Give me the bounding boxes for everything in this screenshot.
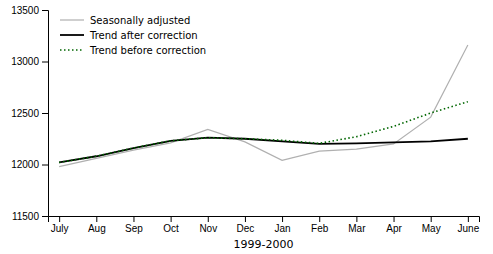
x-tick: Sep	[125, 216, 143, 234]
x-tick-mark	[59, 216, 60, 222]
x-tick-label: Apr	[386, 223, 402, 234]
y-tick-mark	[42, 62, 48, 63]
legend-label: Trend before correction	[89, 45, 206, 56]
x-tick-label: Feb	[311, 223, 329, 234]
y-tick-mark	[42, 216, 48, 217]
series-line	[59, 102, 468, 163]
y-tick-mark	[42, 165, 48, 166]
x-tick-label: July	[51, 223, 69, 234]
legend-label: Trend after correction	[89, 30, 198, 41]
legend: Seasonally adjusted Trend after correctio…	[60, 15, 206, 56]
x-tick-mark	[171, 216, 172, 222]
x-tick: Apr	[386, 216, 402, 234]
x-tick-mark	[208, 216, 209, 222]
x-tick: June	[458, 216, 480, 234]
x-tick-label: June	[458, 223, 480, 234]
legend-entry: Trend before correction	[60, 45, 206, 56]
chart: July Aug Sep Oct Nov Dec Jan Feb Mar Apr May June 11…	[0, 0, 493, 254]
x-tick-label: Dec	[237, 223, 255, 234]
x-tick: Nov	[199, 216, 217, 234]
x-tick-mark	[282, 216, 283, 222]
x-tick-label: Sep	[125, 223, 143, 234]
x-tick: July	[51, 216, 69, 234]
x-axis-title: 1999-2000	[234, 238, 294, 251]
x-tick-mark	[431, 216, 432, 222]
y-tick-label: 11500	[12, 211, 40, 222]
plot: July Aug Sep Oct Nov Dec Jan Feb Mar Apr May June 11…	[11, 5, 479, 234]
y-tick-mark	[42, 113, 48, 114]
legend-entry: Trend after correction	[60, 30, 198, 41]
y-axis-line	[42, 11, 49, 217]
x-tick-label: Mar	[348, 223, 366, 234]
legend-swatch	[60, 19, 84, 20]
x-tick: May	[422, 216, 441, 234]
x-tick: Oct	[163, 216, 179, 234]
x-tick-mark	[245, 216, 246, 222]
lines	[59, 45, 468, 167]
x-tick-mark	[96, 216, 97, 222]
y-tick-label: 13000	[11, 56, 39, 67]
x-tick-label: Nov	[199, 223, 217, 234]
x-tick-label: Aug	[88, 223, 106, 234]
x-axis-line	[49, 217, 480, 223]
x-tick: Mar	[348, 216, 366, 234]
legend-swatch	[60, 34, 84, 36]
x-tick-mark	[468, 216, 469, 222]
y-tick-mark	[42, 10, 48, 11]
y-tick: 13500	[11, 5, 48, 16]
y-tick-label: 12500	[11, 108, 39, 119]
x-tick-mark	[394, 216, 395, 222]
y-tick-label: 12000	[11, 159, 39, 170]
x-tick: Dec	[237, 216, 255, 234]
legend-swatch	[60, 49, 84, 51]
x-tick-label: Oct	[163, 223, 179, 234]
series-line	[59, 45, 468, 167]
x-tick-label: May	[422, 223, 441, 234]
x-tick-mark	[133, 216, 134, 222]
legend-label: Seasonally adjusted	[90, 15, 190, 26]
y-tick: 12500	[11, 108, 48, 119]
x-axis: July Aug Sep Oct Nov Dec Jan Feb Mar Apr May June	[49, 216, 480, 234]
x-tick: Jan	[275, 216, 291, 234]
x-tick: Feb	[311, 216, 329, 234]
series-line	[59, 138, 468, 163]
y-tick-label: 13500	[11, 5, 39, 16]
x-tick-label: Jan	[275, 223, 291, 234]
y-tick: 11500	[12, 211, 48, 222]
y-axis: 11500 12000 12500 13000 13500	[11, 5, 48, 222]
x-tick: Aug	[88, 216, 106, 234]
legend-entry: Seasonally adjusted	[60, 15, 190, 26]
x-tick-mark	[356, 216, 357, 222]
x-tick-mark	[319, 216, 320, 222]
y-tick: 12000	[11, 159, 48, 170]
y-tick: 13000	[11, 56, 48, 67]
